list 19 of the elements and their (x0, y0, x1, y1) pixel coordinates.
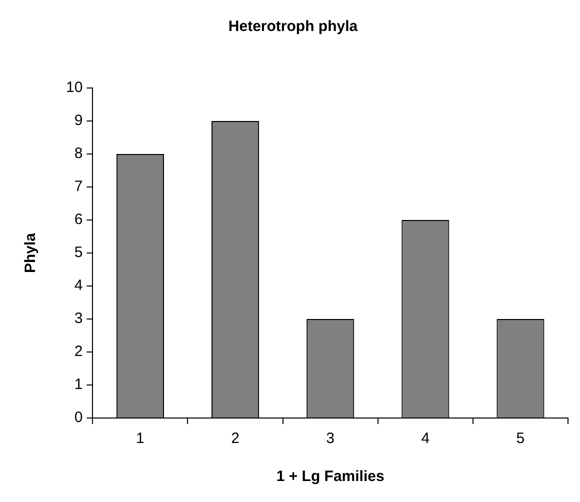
y-tick-label: 5 (74, 244, 83, 262)
y-tick-label: 4 (74, 277, 83, 294)
y-tick-label: 3 (74, 310, 83, 328)
y-tick-label: 6 (74, 211, 83, 228)
y-tick-label: 1 (74, 376, 83, 394)
y-axis-title: Phyla (22, 232, 40, 274)
y-tick-label: 2 (74, 343, 83, 360)
y-tick-label: 10 (66, 79, 83, 96)
x-tick-label: 1 (136, 430, 144, 448)
y-tick-label: 7 (74, 178, 83, 196)
x-axis-title: 1 + Lg Families (276, 468, 384, 486)
chart-title: Heterotroph phyla (228, 18, 358, 36)
y-tick-label: 8 (74, 145, 83, 162)
x-tick-label: 2 (231, 430, 240, 448)
x-tick-label: 4 (421, 430, 430, 448)
x-tick-label: 3 (326, 430, 335, 448)
y-tick-label: 0 (74, 409, 83, 426)
x-tick-label: 5 (516, 430, 525, 448)
y-tick-label: 9 (74, 112, 83, 130)
